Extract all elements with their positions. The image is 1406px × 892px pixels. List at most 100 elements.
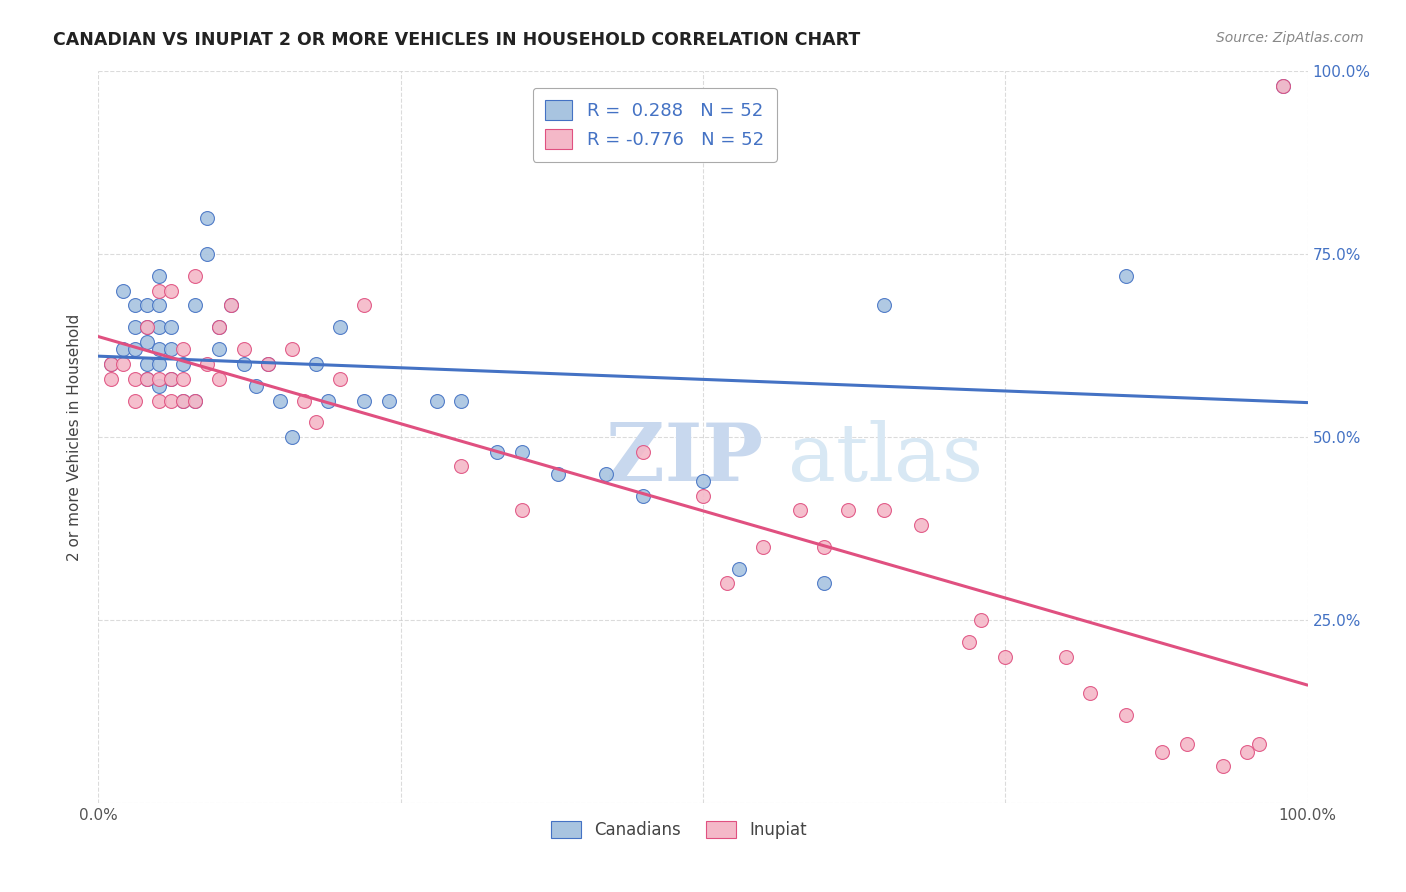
Point <box>631 489 654 503</box>
Point <box>813 540 835 554</box>
Point <box>124 343 146 357</box>
Point <box>100 371 122 385</box>
Point <box>172 371 194 385</box>
Point <box>1236 745 1258 759</box>
Text: Source: ZipAtlas.com: Source: ZipAtlas.com <box>1216 31 1364 45</box>
Point <box>1115 269 1137 284</box>
Point <box>124 298 146 312</box>
Point <box>135 320 157 334</box>
Point <box>994 649 1017 664</box>
Point <box>148 298 170 312</box>
Point <box>148 357 170 371</box>
Point <box>631 444 654 458</box>
Point <box>195 211 218 225</box>
Point <box>221 298 243 312</box>
Point <box>124 320 146 334</box>
Point <box>208 371 231 385</box>
Point <box>100 357 122 371</box>
Point <box>172 393 194 408</box>
Point <box>910 517 932 532</box>
Y-axis label: 2 or more Vehicles in Household: 2 or more Vehicles in Household <box>67 313 83 561</box>
Point <box>752 540 775 554</box>
Point <box>305 416 328 430</box>
Point <box>329 320 352 334</box>
Point <box>789 503 811 517</box>
Point <box>160 393 183 408</box>
Point <box>547 467 569 481</box>
Point <box>256 357 278 371</box>
Point <box>873 298 896 312</box>
Point <box>172 393 194 408</box>
Point <box>305 357 328 371</box>
Point <box>135 371 157 385</box>
Point <box>160 371 183 385</box>
Point <box>486 444 509 458</box>
Point <box>728 562 751 576</box>
Point <box>172 343 194 357</box>
Point <box>160 320 183 334</box>
Point <box>195 247 218 261</box>
Point <box>353 393 375 408</box>
Point <box>148 379 170 393</box>
Point <box>1152 745 1174 759</box>
Point <box>124 393 146 408</box>
Point <box>377 393 399 408</box>
Point <box>148 343 170 357</box>
Point <box>970 613 993 627</box>
Point <box>813 576 835 591</box>
Point <box>1054 649 1077 664</box>
Point <box>245 379 267 393</box>
Point <box>111 284 134 298</box>
Point <box>184 298 207 312</box>
Point <box>208 343 231 357</box>
Point <box>232 357 254 371</box>
Point <box>269 393 291 408</box>
Point <box>353 298 375 312</box>
Point <box>184 393 207 408</box>
Point <box>124 371 146 385</box>
Point <box>148 393 170 408</box>
Point <box>148 284 170 298</box>
Point <box>510 444 533 458</box>
Point <box>256 357 278 371</box>
Point <box>195 357 218 371</box>
Point <box>160 284 183 298</box>
Point <box>281 430 304 444</box>
Point <box>957 635 980 649</box>
Point <box>292 393 315 408</box>
Point <box>135 371 157 385</box>
Point <box>595 467 617 481</box>
Point <box>510 503 533 517</box>
Point <box>111 357 134 371</box>
Point <box>1175 737 1198 751</box>
Point <box>172 357 194 371</box>
Point <box>329 371 352 385</box>
Point <box>837 503 859 517</box>
Point <box>1212 759 1234 773</box>
Point <box>232 343 254 357</box>
Point <box>208 320 231 334</box>
Point <box>1272 78 1295 93</box>
Point <box>184 269 207 284</box>
Point <box>716 576 738 591</box>
Legend: Canadians, Inupiat: Canadians, Inupiat <box>544 814 814 846</box>
Point <box>148 269 170 284</box>
Point <box>692 474 714 488</box>
Point <box>221 298 243 312</box>
Point <box>450 459 472 474</box>
Text: atlas: atlas <box>787 420 983 498</box>
Point <box>281 343 304 357</box>
Text: ZIP: ZIP <box>606 420 763 498</box>
Point <box>160 371 183 385</box>
Point <box>1272 78 1295 93</box>
Point <box>692 489 714 503</box>
Point <box>135 334 157 349</box>
Point <box>100 357 122 371</box>
Point <box>1249 737 1271 751</box>
Point <box>426 393 449 408</box>
Point <box>1078 686 1101 700</box>
Point <box>148 371 170 385</box>
Point <box>135 320 157 334</box>
Point <box>316 393 339 408</box>
Point <box>160 343 183 357</box>
